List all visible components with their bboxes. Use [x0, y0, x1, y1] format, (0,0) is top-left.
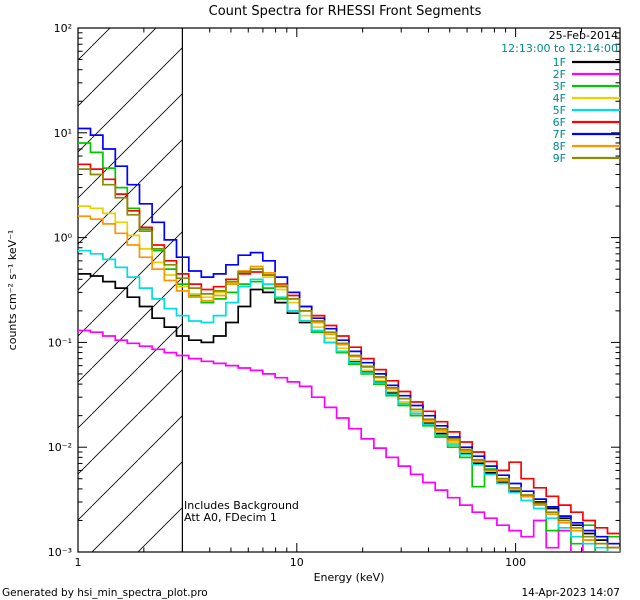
x-tick-label: 100 [505, 556, 526, 569]
x-tick-label: 1 [75, 556, 82, 569]
y-tick-label: 10¹ [54, 127, 72, 140]
x-axis-label: Energy (keV) [314, 571, 385, 584]
note-includes-background: Includes Background [184, 499, 299, 512]
legend-label-8F: 8F [553, 140, 566, 153]
legend-label-4F: 4F [553, 92, 566, 105]
y-tick-label: 10² [54, 22, 72, 35]
y-axis-label: counts cm⁻² s⁻¹ keV⁻¹ [6, 230, 19, 351]
legend-label-3F: 3F [553, 80, 566, 93]
curve-9F [78, 168, 620, 552]
legend-label-7F: 7F [553, 128, 566, 141]
legend-label-5F: 5F [553, 104, 566, 117]
time-range-annotation: 12:13:00 to 12:14:00 [501, 42, 618, 55]
chart-generated-layer: 1 10 100 10⁻³ 10⁻² 10⁻¹ 10⁰ 10¹ 10² 1F2F3F4F5F6F7… [48, 22, 621, 569]
y-tick-label: 10⁻³ [48, 546, 72, 559]
plot-frame [77, 27, 621, 553]
x-tick-label: 10 [290, 556, 304, 569]
y-tick-label: 10⁻¹ [48, 336, 72, 349]
hatched-low-energy-region [78, 28, 183, 552]
footer-generator-text: Generated by hsi_min_spectra_plot.pro [2, 587, 208, 599]
chart-title: Count Spectra for RHESSI Front Segments [209, 4, 482, 19]
axis-ticks: 1 10 100 10⁻³ 10⁻² 10⁻¹ 10⁰ 10¹ 10² [48, 22, 621, 569]
y-tick-label: 10⁰ [54, 232, 73, 245]
spectra-curves [78, 127, 620, 552]
y-tick-label: 10⁻² [48, 441, 72, 454]
note-attenuator-state: Att A0, FDecim 1 [184, 511, 277, 524]
legend-label-2F: 2F [553, 68, 566, 81]
legend-label-6F: 6F [553, 116, 566, 129]
date-annotation: 25-Feb-2014 [549, 29, 618, 42]
footer-datetime-text: 14-Apr-2023 14:07 [521, 587, 620, 599]
legend-label-1F: 1F [553, 56, 566, 69]
curve-2F [78, 329, 620, 552]
legend-label-9F: 9F [553, 152, 566, 165]
